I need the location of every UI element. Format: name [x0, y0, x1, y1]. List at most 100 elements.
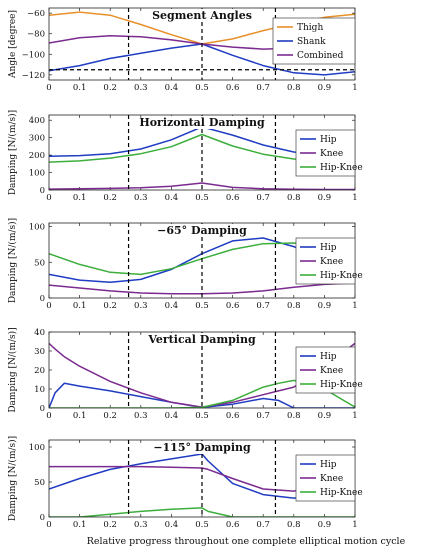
- y-tick-label: −60: [27, 9, 45, 19]
- x-tick-label: 1: [352, 83, 357, 93]
- x-tick-label: 0.6: [226, 193, 240, 203]
- legend-label: Shank: [297, 37, 326, 47]
- chart-panel-3: 0 0.1 0.2 0.3 0.4 0.5 0.6 0.7 0.8 0.9 1 0 50 100 −65° …: [7, 218, 363, 311]
- x-tick-label: 0.5: [195, 193, 209, 203]
- legend-label: Combined: [297, 51, 344, 61]
- x-tick-label: 0: [46, 83, 51, 93]
- title-backing: [161, 224, 243, 237]
- y-tick-label: 30: [34, 347, 45, 357]
- x-tick-label: 0.4: [165, 83, 179, 93]
- x-tick-label: 0.3: [134, 301, 148, 311]
- title-backing: [142, 116, 262, 129]
- chart-title: Horizontal Damping: [139, 116, 265, 129]
- title-backing: [154, 9, 250, 22]
- y-tick-label: 0: [40, 294, 45, 304]
- legend-label: Hip-Knee: [320, 163, 363, 173]
- y-tick-label: 100: [29, 223, 45, 233]
- x-tick-label: 0.6: [226, 301, 240, 311]
- y-tick-label: 50: [34, 258, 45, 268]
- x-tick-label: 0.2: [103, 193, 117, 203]
- x-tick-label: 0.9: [318, 520, 332, 530]
- x-tick-label: 1: [352, 411, 357, 421]
- legend-label: Knee: [320, 474, 343, 484]
- legend-label: Knee: [320, 366, 343, 376]
- x-tick-label: 0.2: [103, 301, 117, 311]
- legend-label: Knee: [320, 149, 343, 159]
- y-tick-label: 0: [40, 513, 45, 523]
- y-tick-label: −100: [22, 50, 45, 60]
- chart-panel-1: 0 0.1 0.2 0.3 0.4 0.5 0.6 0.7 0.8 0.9 1 −60 −80 −100 −…: [8, 7, 358, 93]
- title-backing: [148, 333, 256, 346]
- y-tick-label: 200: [29, 151, 45, 161]
- y-axis-label: Damping [N/(m/s)]: [7, 436, 18, 521]
- x-tick-label: 0.6: [226, 411, 240, 421]
- x-tick-label: 0.8: [287, 520, 301, 530]
- x-tick-label: 0.1: [73, 193, 87, 203]
- y-tick-label: 50: [34, 478, 45, 488]
- x-axis-label: Relative progress throughout one complet…: [87, 536, 406, 547]
- x-tick-label: 0.7: [256, 411, 270, 421]
- chart-title: −115° Damping: [153, 441, 251, 454]
- x-tick-label: 0.6: [226, 83, 240, 93]
- x-tick-label: 0: [46, 411, 51, 421]
- legend-label: Hip: [320, 135, 337, 145]
- x-tick-label: 0.2: [103, 83, 117, 93]
- x-tick-label: 0.8: [287, 411, 301, 421]
- y-tick-label: 0: [40, 186, 45, 196]
- series-line-knee: [49, 342, 355, 408]
- legend-label: Hip: [320, 352, 337, 362]
- x-tick-label: 0.7: [256, 83, 270, 93]
- x-tick-label: 0.8: [287, 193, 301, 203]
- legend-label: Hip-Knee: [320, 380, 363, 390]
- legend-box: [295, 346, 356, 394]
- legend-label: Hip-Knee: [320, 271, 363, 281]
- x-tick-label: 0.5: [195, 301, 209, 311]
- x-tick-label: 0.3: [134, 83, 148, 93]
- y-tick-label: 0: [40, 404, 45, 414]
- y-tick-label: −120: [22, 71, 45, 81]
- y-tick-label: 10: [34, 385, 45, 395]
- chart-title: Segment Angles: [152, 9, 252, 22]
- panels: 0 0.1 0.2 0.3 0.4 0.5 0.6 0.7 0.8 0.9 1 −60 −80 −100 −…: [7, 7, 363, 530]
- x-tick-label: 0: [46, 520, 51, 530]
- chart-panel-2: 0 0.1 0.2 0.3 0.4 0.5 0.6 0.7 0.8 0.9 1 0 100 200 300 4…: [7, 110, 363, 203]
- x-tick-label: 0.2: [103, 520, 117, 530]
- x-tick-label: 0.5: [195, 411, 209, 421]
- chart-title: Vertical Damping: [147, 333, 256, 346]
- x-tick-label: 0: [46, 301, 51, 311]
- x-tick-label: 0.9: [318, 83, 332, 93]
- x-tick-label: 0.9: [318, 193, 332, 203]
- series-line-knee: [49, 182, 355, 190]
- y-tick-label: 100: [29, 443, 45, 453]
- x-tick-label: 0.7: [256, 301, 270, 311]
- y-tick-label: 400: [29, 116, 45, 126]
- y-axis-label: Damping [N/(m/s)]: [7, 218, 18, 303]
- legend-label: Knee: [320, 257, 343, 267]
- x-tick-label: 1: [352, 520, 357, 530]
- x-tick-label: 0.6: [226, 520, 240, 530]
- x-tick-label: 0.1: [73, 83, 87, 93]
- y-tick-label: −80: [27, 30, 45, 40]
- x-tick-label: 0.8: [287, 301, 301, 311]
- x-tick-label: 0.3: [134, 520, 148, 530]
- y-axis-label: Damping [N/(m/s)]: [7, 327, 18, 412]
- x-tick-label: 0.1: [73, 520, 87, 530]
- legend-label: Thigh: [297, 23, 323, 33]
- series-line-hip-knee: [49, 507, 355, 517]
- x-tick-label: 0.7: [256, 520, 270, 530]
- y-axis-label: Angle [degree]: [8, 10, 18, 79]
- y-tick-label: 40: [34, 328, 45, 338]
- legend-label: Hip: [320, 243, 337, 253]
- x-tick-label: 0.1: [73, 301, 87, 311]
- x-tick-label: 0.4: [165, 520, 179, 530]
- title-backing: [158, 441, 246, 454]
- x-tick-label: 0.4: [165, 193, 179, 203]
- y-axis-label: Damping [N/(m/s)]: [7, 110, 18, 195]
- x-tick-label: 0.3: [134, 411, 148, 421]
- x-tick-label: 0.9: [318, 301, 332, 311]
- x-tick-label: 1: [352, 193, 357, 203]
- legend-label: Hip-Knee: [320, 488, 363, 498]
- y-tick-label: 300: [29, 134, 45, 144]
- x-tick-label: 0.1: [73, 411, 87, 421]
